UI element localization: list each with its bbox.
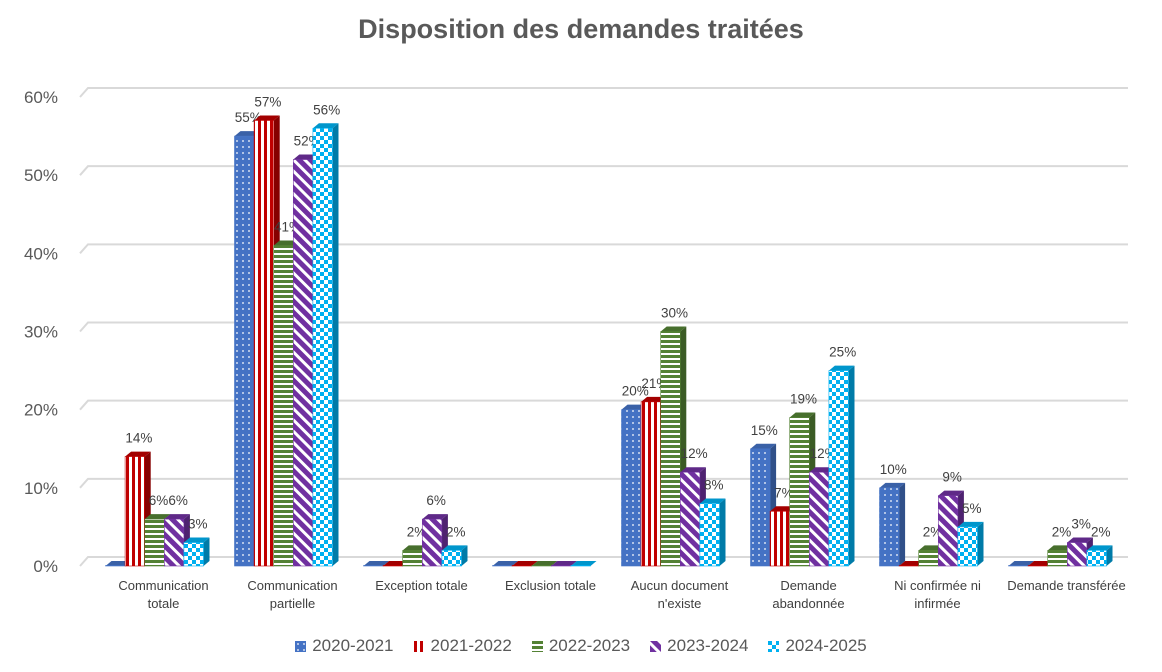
data-label: 25% [829,345,856,360]
bar[interactable] [957,521,984,567]
legend-swatch [768,640,780,652]
legend: 2020-2021 2021-2022 2022-2023 2023-2024 2024… [0,636,1162,656]
y-tick-label: 10% [24,479,58,498]
bar[interactable] [312,123,339,567]
legend-item[interactable]: 2020-2021 [295,636,394,656]
legend-label: 2024-2025 [785,636,867,655]
data-label: 7% [774,485,794,500]
x-tick-label: Exception totale [375,578,468,593]
data-label: 56% [313,102,340,117]
y-tick-label: 20% [24,401,58,420]
bar[interactable] [570,561,597,567]
y-tick-label: 30% [24,323,58,342]
y-tick-label: 50% [24,166,58,185]
bar[interactable] [1086,545,1113,567]
category-group: Exclusion totale [492,561,597,593]
data-label: 19% [790,391,817,406]
data-label: 57% [254,94,281,109]
bar[interactable] [441,545,468,567]
legend-label: 2020-2021 [312,636,394,655]
data-label: 2% [407,524,427,539]
x-tick-label: totale [148,596,180,611]
bar[interactable] [879,482,906,567]
category-group: 2%3%2% Demande transférée [1007,517,1126,593]
data-label: 5% [962,501,982,516]
legend-item[interactable]: 2024-2025 [768,636,867,656]
x-tick-label: Demande [780,578,836,593]
legend-swatch [413,640,425,652]
x-tick-label: partielle [270,596,316,611]
bar[interactable] [105,561,132,567]
data-label: 6% [168,493,188,508]
data-label: 2% [446,524,466,539]
bar[interactable] [363,561,390,567]
bar[interactable] [699,498,726,567]
legend-swatch [531,640,543,652]
data-label: 14% [125,431,152,446]
data-label: 3% [188,517,208,532]
data-label: 2% [1052,524,1072,539]
data-label: 9% [942,470,962,485]
data-label: 10% [880,462,907,477]
gridline [79,243,1128,254]
data-label: 2% [923,524,943,539]
data-label: 6% [426,493,446,508]
x-tick-label: infirmée [914,596,960,611]
gridline [79,165,1128,176]
legend-item[interactable]: 2022-2023 [531,636,631,656]
legend-item[interactable]: 2021-2022 [413,636,512,656]
x-tick-label: Exclusion totale [505,578,596,593]
category-group: 10% 2% 9% 5% Ni confirmée ni infirmée [879,462,984,611]
x-tick-label: Demande transférée [1007,578,1126,593]
x-tick-label: Aucun document [631,578,729,593]
y-tick-label: 60% [24,88,58,107]
x-tick-label: n'existe [658,596,702,611]
y-tick-label: 0% [33,557,58,576]
bar[interactable] [183,537,210,567]
data-label: 3% [1071,517,1091,532]
legend-label: 2022-2023 [548,636,631,655]
legend-label: 2021-2022 [430,636,512,655]
data-label: 6% [149,493,169,508]
data-label: 12% [681,446,708,461]
gridline [79,321,1128,333]
x-tick-label: Communication [247,578,337,593]
bar[interactable] [550,561,577,567]
data-label: 20% [622,384,649,399]
gridline [79,477,1128,489]
legend-swatch [650,640,662,652]
chart-title: Disposition des demandes traitées [358,14,804,44]
data-label: 30% [661,306,688,321]
data-label: 15% [751,423,778,438]
gridline [79,87,1128,98]
legend-label: 2023-2024 [667,636,749,655]
x-tick-label: Communication [118,578,208,593]
category-group: 2% 6% 2% Exception totale [363,493,468,593]
legend-swatch [295,640,307,652]
bar[interactable] [828,365,855,567]
data-label: 2% [1091,524,1111,539]
x-tick-label: abandonnée [772,596,844,611]
legend-item[interactable]: 2023-2024 [650,636,748,656]
data-label: 8% [704,477,724,492]
gridline [79,399,1128,411]
y-tick-label: 40% [24,244,58,263]
x-tick-label: Ni confirmée ni [894,578,981,593]
